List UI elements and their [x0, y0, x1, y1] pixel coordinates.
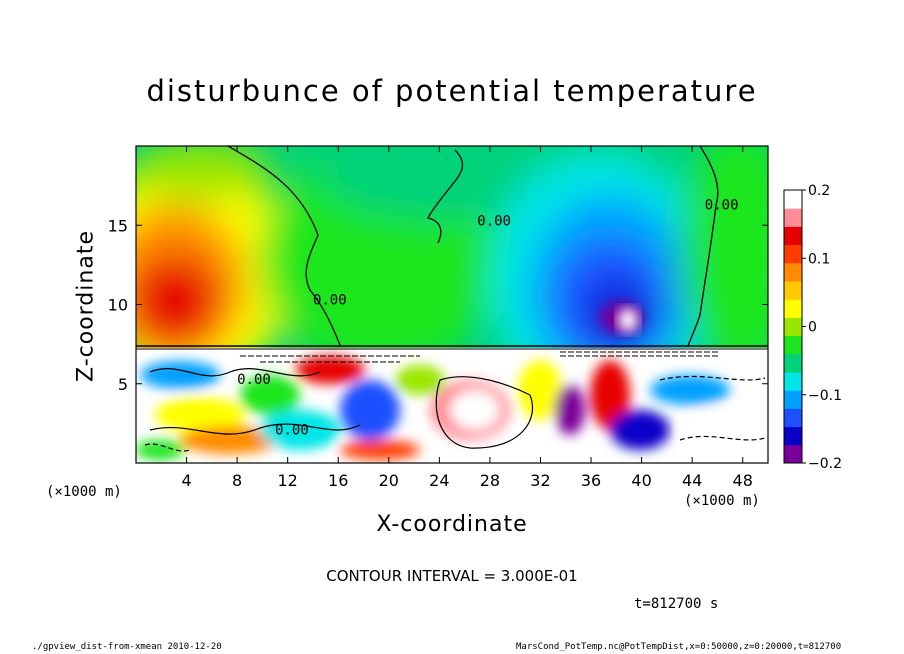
- colorbar-swatch: [784, 372, 802, 391]
- x-tick-label: 36: [581, 471, 601, 490]
- x-tick-label: 40: [631, 471, 651, 490]
- x-tick-label: 12: [278, 471, 298, 490]
- colorbar-swatch: [784, 299, 802, 318]
- contour-label: 0.00: [275, 422, 309, 438]
- lower-contour-1: [149, 368, 321, 377]
- y-ticks: 5 10 15: [108, 216, 768, 394]
- y-unit-label: (×1000 m): [46, 484, 122, 500]
- x-tick-label: 24: [429, 471, 449, 490]
- colorbar-tick-label: 0.1: [808, 251, 830, 267]
- colorbar-swatch: [784, 426, 802, 446]
- lower-contour-6: [144, 443, 191, 452]
- colorbar: −0.2 −0.1 0 0.1 0.2: [783, 183, 842, 472]
- contour-label: 0.00: [477, 213, 511, 229]
- time-label: t=812700 s: [634, 596, 719, 612]
- lower-contour-5: [679, 435, 766, 441]
- heatmap-field: [136, 146, 768, 463]
- x-tick-label: 8: [232, 471, 242, 490]
- lower-contour-2: [149, 423, 361, 435]
- x-ticks: 4 8 12 16 20 24 28 32 36 40 44 48: [181, 146, 753, 490]
- lower-contour-4: [659, 375, 766, 381]
- colorbar-swatch: [784, 208, 802, 227]
- footer-left: ./gpview_dist-from-xmean 2010-12-20: [32, 642, 222, 652]
- x-tick-label: 16: [328, 471, 348, 490]
- contour-interval: CONTOUR INTERVAL = 3.000E-01: [326, 567, 578, 585]
- zero-contour-left: [227, 146, 341, 346]
- colorbar-swatch: [784, 390, 802, 409]
- contour-labels: 0.00 0.00 0.00 0.00 0.00: [237, 197, 738, 438]
- colorbar-swatch: [784, 317, 802, 337]
- zero-contour-right: [687, 146, 719, 347]
- colorbar-tick-label: −0.2: [808, 456, 842, 472]
- colorbar-swatch: [784, 244, 802, 264]
- wave-contours: [240, 351, 720, 363]
- y-tick-label: 15: [108, 216, 128, 235]
- x-tick-label: 48: [733, 471, 753, 490]
- y-tick-label: 5: [118, 375, 128, 394]
- colorbar-swatch: [784, 281, 802, 300]
- contour-label: 0.00: [705, 197, 739, 213]
- colorbar-tick-label: −0.1: [808, 388, 842, 404]
- chart-title: disturbunce of potential temperature: [146, 74, 758, 108]
- x-axis-label: X-coordinate: [376, 512, 528, 537]
- x-tick-label: 44: [682, 471, 702, 490]
- lower-layer-turbulence: [136, 356, 755, 460]
- x-tick-label: 32: [530, 471, 550, 490]
- x-tick-label: 20: [379, 471, 399, 490]
- colorbar-swatch: [784, 262, 802, 282]
- lower-contour-3: [435, 376, 534, 449]
- y-axis-label: Z-coordinate: [73, 230, 99, 382]
- colorbar-tick-label: 0: [808, 320, 817, 336]
- footer-right: MarsCond_PotTemp.nc@PotTempDist,x=0:5000…: [516, 642, 842, 652]
- contour-label: 0.00: [237, 372, 271, 388]
- colorbar-swatch: [784, 444, 802, 464]
- colorbar-tick-label: 0.2: [808, 183, 830, 199]
- x-tick-label: 28: [480, 471, 500, 490]
- colorbar-swatch: [784, 408, 802, 428]
- colorbar-swatch: [784, 190, 802, 209]
- colorbar-swatch: [784, 226, 802, 246]
- colorbar-swatch: [784, 335, 802, 355]
- x-tick-label: 4: [181, 471, 191, 490]
- warm-region-left-core: [136, 255, 220, 345]
- warm-anomaly-spot: [618, 308, 638, 332]
- zero-contour-middle: [427, 149, 464, 244]
- x-unit-label: (×1000 m): [684, 493, 760, 509]
- warm-region-top-left: [136, 146, 270, 200]
- y-tick-label: 10: [108, 296, 128, 315]
- far-right-region: [680, 146, 768, 370]
- contour-label: 0.00: [313, 293, 347, 309]
- colorbar-swatch: [784, 353, 802, 373]
